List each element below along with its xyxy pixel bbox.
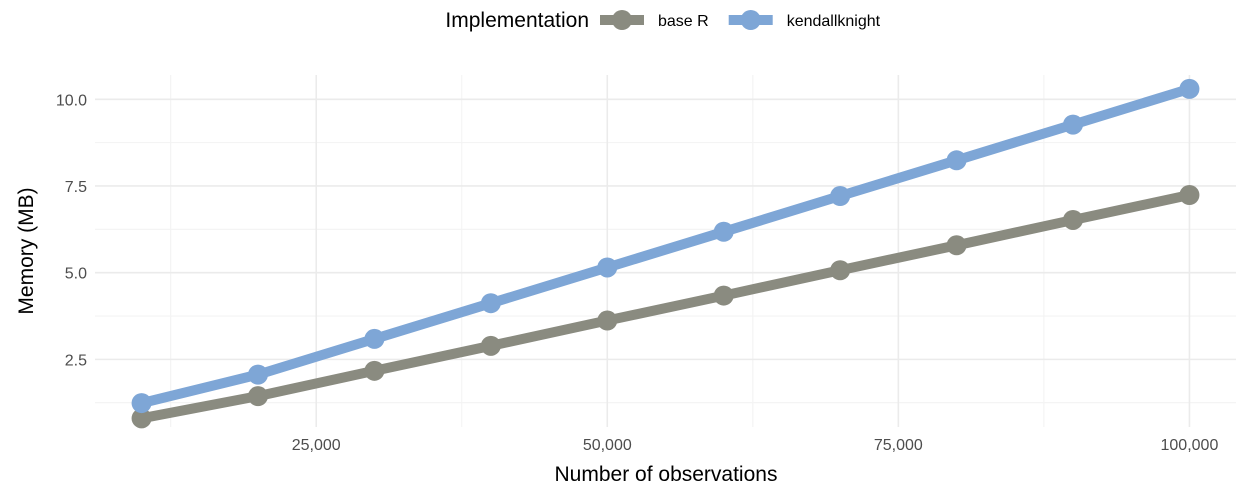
series-line-kendallknight	[136, 83, 1195, 409]
data-point-kendallknight	[248, 364, 268, 385]
x-tick-label: 50,000	[583, 437, 632, 454]
data-point-base-r	[830, 260, 851, 281]
x-axis: 25,000 50,000 75,000 100,000	[292, 437, 1219, 454]
plot-area	[95, 75, 1236, 429]
data-point-base-r	[713, 285, 734, 306]
data-point-base-r	[1063, 209, 1083, 230]
legend-key-point	[740, 10, 761, 30]
y-tick-label: 7.5	[65, 179, 87, 196]
data-point-kendallknight	[364, 328, 385, 349]
legend-item-kendallknight: kendallknight	[728, 10, 881, 30]
data-point-base-r	[248, 386, 268, 407]
series-line-base-r	[136, 190, 1195, 424]
data-point-base-r	[946, 235, 967, 256]
legend-label: kendallknight	[787, 13, 881, 30]
x-tick-label: 75,000	[874, 437, 923, 454]
data-point-base-r	[1179, 184, 1200, 205]
y-axis: 2.5 5.0 7.5 10.0	[56, 92, 87, 369]
data-point-kendallknight	[597, 257, 618, 278]
legend-item-base-r: base R	[600, 10, 709, 30]
legend-key-point	[612, 10, 632, 30]
x-axis-title: Number of observations	[555, 463, 778, 486]
data-point-kendallknight	[480, 293, 501, 314]
legend: Implementation base R kendallknight	[445, 9, 880, 32]
x-tick-label: 100,000	[1161, 437, 1219, 454]
series-kendallknight	[131, 78, 1200, 414]
legend-title: Implementation	[445, 9, 589, 32]
data-point-base-r	[131, 408, 152, 429]
data-point-base-r	[597, 310, 618, 331]
data-point-kendallknight	[713, 221, 734, 242]
data-point-base-r	[480, 335, 501, 356]
data-point-kendallknight	[1063, 114, 1083, 135]
y-tick-label: 5.0	[65, 266, 87, 283]
series-base-r	[131, 184, 1200, 429]
data-point-kendallknight	[946, 150, 967, 171]
data-point-base-r	[364, 360, 385, 381]
data-point-kendallknight	[131, 393, 152, 414]
data-point-kendallknight	[830, 186, 851, 207]
x-tick-label: 25,000	[292, 437, 341, 454]
y-tick-label: 10.0	[56, 92, 87, 109]
y-axis-title: Memory (MB)	[15, 187, 38, 314]
data-point-kendallknight	[1179, 78, 1200, 99]
y-tick-label: 2.5	[65, 352, 87, 369]
legend-label: base R	[658, 13, 709, 30]
